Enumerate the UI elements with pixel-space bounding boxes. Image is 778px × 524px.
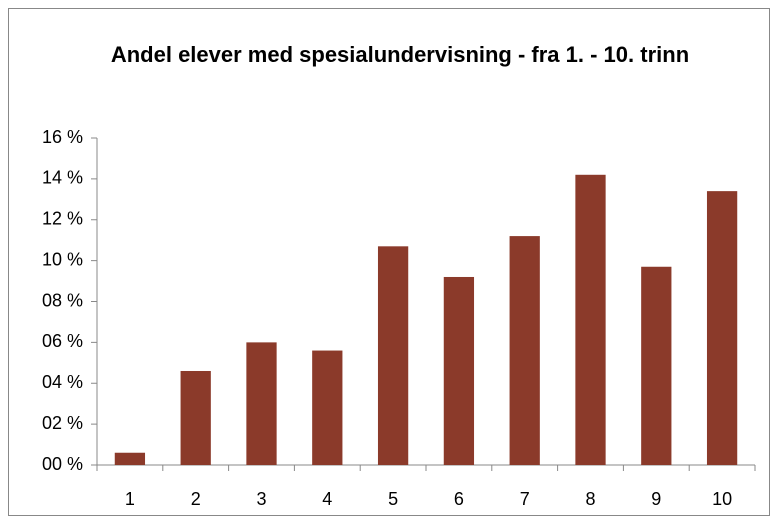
x-tick-label: 3 xyxy=(256,489,266,509)
x-tick-label: 6 xyxy=(454,489,464,509)
bar xyxy=(575,174,606,465)
y-tick-label: 06 % xyxy=(42,331,83,351)
x-tick-label: 5 xyxy=(388,489,398,509)
bar xyxy=(180,370,211,465)
y-tick-label: 14 % xyxy=(42,168,83,188)
x-tick-label: 10 xyxy=(712,489,732,509)
y-tick-label: 16 % xyxy=(42,127,83,147)
y-tick-label: 10 % xyxy=(42,249,83,269)
bar xyxy=(246,342,277,465)
chart-title: Andel elever med spesialundervisning - f… xyxy=(110,42,690,67)
x-tick-label: 2 xyxy=(191,489,201,509)
x-tick-label: 8 xyxy=(585,489,595,509)
x-tick-label: 4 xyxy=(322,489,332,509)
y-tick-label: 08 % xyxy=(42,290,83,310)
bar xyxy=(641,266,672,465)
y-tick-label: 04 % xyxy=(42,372,83,392)
bar xyxy=(312,350,343,465)
x-tick-label: 9 xyxy=(651,489,661,509)
y-tick-label: 12 % xyxy=(42,209,83,229)
bar xyxy=(443,276,475,465)
bar xyxy=(509,236,540,465)
x-tick-label: 1 xyxy=(125,489,135,509)
bar xyxy=(114,452,146,465)
y-tick-label: 02 % xyxy=(42,413,83,433)
bar xyxy=(706,191,738,465)
y-tick-label: 00 % xyxy=(42,454,83,474)
bar xyxy=(377,246,409,465)
x-tick-label: 7 xyxy=(520,489,530,509)
